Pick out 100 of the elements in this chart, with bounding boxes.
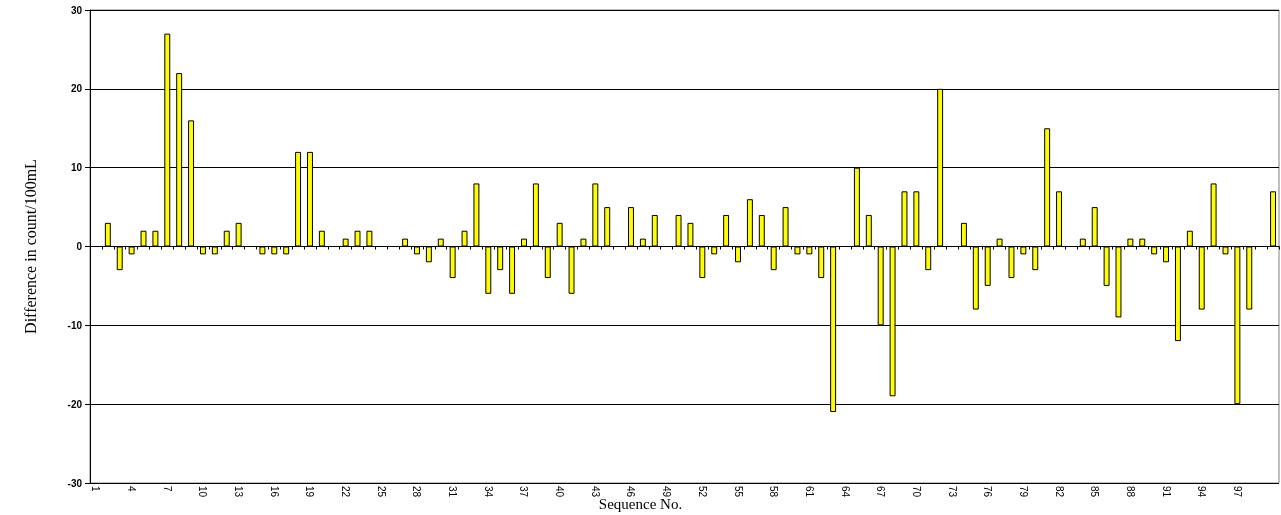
bar [699, 246, 706, 279]
bar [1210, 183, 1217, 247]
bar [1056, 191, 1063, 247]
bar [628, 207, 634, 247]
bar [1091, 207, 1098, 247]
bar [271, 246, 278, 255]
x-tick-label: 13 [233, 486, 245, 498]
y-tick-label: 20 [70, 83, 83, 95]
bar [521, 238, 527, 247]
y-axis-title: Difference in count/100mL [21, 159, 39, 334]
x-tick-label: 97 [1231, 486, 1243, 498]
bar [1222, 246, 1229, 255]
bar [211, 246, 218, 255]
bar [461, 230, 468, 247]
bar [1163, 246, 1170, 263]
x-tick-label: 73 [946, 486, 958, 498]
bar [651, 214, 658, 247]
bar [746, 199, 753, 247]
bar [342, 238, 349, 247]
bar [1103, 246, 1110, 286]
bar [1186, 230, 1193, 247]
x-tick-label: 34 [482, 486, 494, 498]
bar [283, 246, 290, 255]
bar [223, 230, 230, 247]
bar [1139, 238, 1146, 247]
bar [1246, 246, 1253, 310]
bar [235, 222, 242, 247]
bar [318, 230, 325, 247]
x-tick-label: 1 [90, 486, 102, 492]
bar [984, 246, 991, 286]
bar [544, 246, 551, 279]
x-tick-label: 58 [768, 486, 780, 498]
x-tick-label: 85 [1089, 486, 1101, 498]
bar [140, 230, 147, 247]
bar [639, 238, 646, 247]
bar [972, 246, 979, 310]
x-tick-label: 43 [589, 486, 601, 498]
x-tick-label: 79 [1017, 486, 1029, 498]
bar [425, 246, 432, 263]
bar [758, 214, 765, 247]
bar [414, 246, 420, 255]
bar [568, 246, 575, 294]
bar [782, 207, 789, 247]
bar [532, 183, 539, 247]
x-tick-label: 37 [518, 486, 530, 498]
bar [199, 246, 206, 255]
bar [1127, 238, 1134, 247]
y-tick-label: 30 [70, 4, 83, 16]
bar [104, 222, 111, 247]
y-tick-label: 10 [70, 162, 83, 174]
bar [960, 222, 967, 247]
x-tick-label: 67 [875, 486, 887, 498]
x-tick-label: 49 [661, 486, 673, 498]
bar [901, 191, 908, 247]
bar [675, 214, 682, 247]
bar [794, 246, 801, 255]
bar [128, 246, 135, 255]
x-tick-label: 31 [447, 486, 459, 498]
bar [116, 246, 123, 271]
x-tick-label: 55 [732, 486, 744, 498]
x-tick-label: 61 [803, 486, 815, 498]
x-tick-label: 64 [839, 486, 851, 498]
x-tick-label: 70 [910, 486, 922, 498]
bar [354, 230, 361, 247]
bar [1020, 246, 1027, 255]
bar [1115, 246, 1122, 318]
bar [865, 214, 872, 247]
bar [687, 222, 694, 247]
y-tick-label: -20 [67, 398, 83, 410]
x-tick-label: 82 [1053, 486, 1065, 498]
bar [473, 183, 480, 247]
bar [770, 246, 777, 271]
bar [485, 246, 492, 294]
bar [604, 207, 611, 247]
x-tick-label: 94 [1196, 486, 1208, 498]
bar [402, 238, 409, 247]
bar [723, 214, 730, 247]
bar [497, 246, 504, 271]
x-tick-label: 25 [375, 486, 387, 498]
bar [437, 238, 444, 247]
x-tick-label: 10 [197, 486, 209, 498]
x-tick-label: 76 [982, 486, 994, 498]
x-tick-label: 4 [126, 486, 138, 492]
y-tick-label: -10 [67, 319, 83, 331]
bar [1008, 246, 1015, 279]
bar [996, 238, 1003, 247]
x-tick-label: 91 [1160, 486, 1172, 498]
x-tick-label: 52 [696, 486, 708, 498]
y-tick-label: 0 [76, 241, 83, 252]
bar [1079, 238, 1086, 247]
bar [913, 191, 920, 247]
bar [925, 246, 932, 271]
x-tick-label: 16 [268, 486, 280, 498]
bar [1270, 191, 1277, 247]
bar [1032, 246, 1039, 271]
bar [580, 238, 587, 247]
bar [1198, 246, 1205, 310]
bar [818, 246, 825, 279]
y-tick-label: -30 [67, 477, 83, 489]
x-tick-label: 28 [411, 486, 423, 498]
